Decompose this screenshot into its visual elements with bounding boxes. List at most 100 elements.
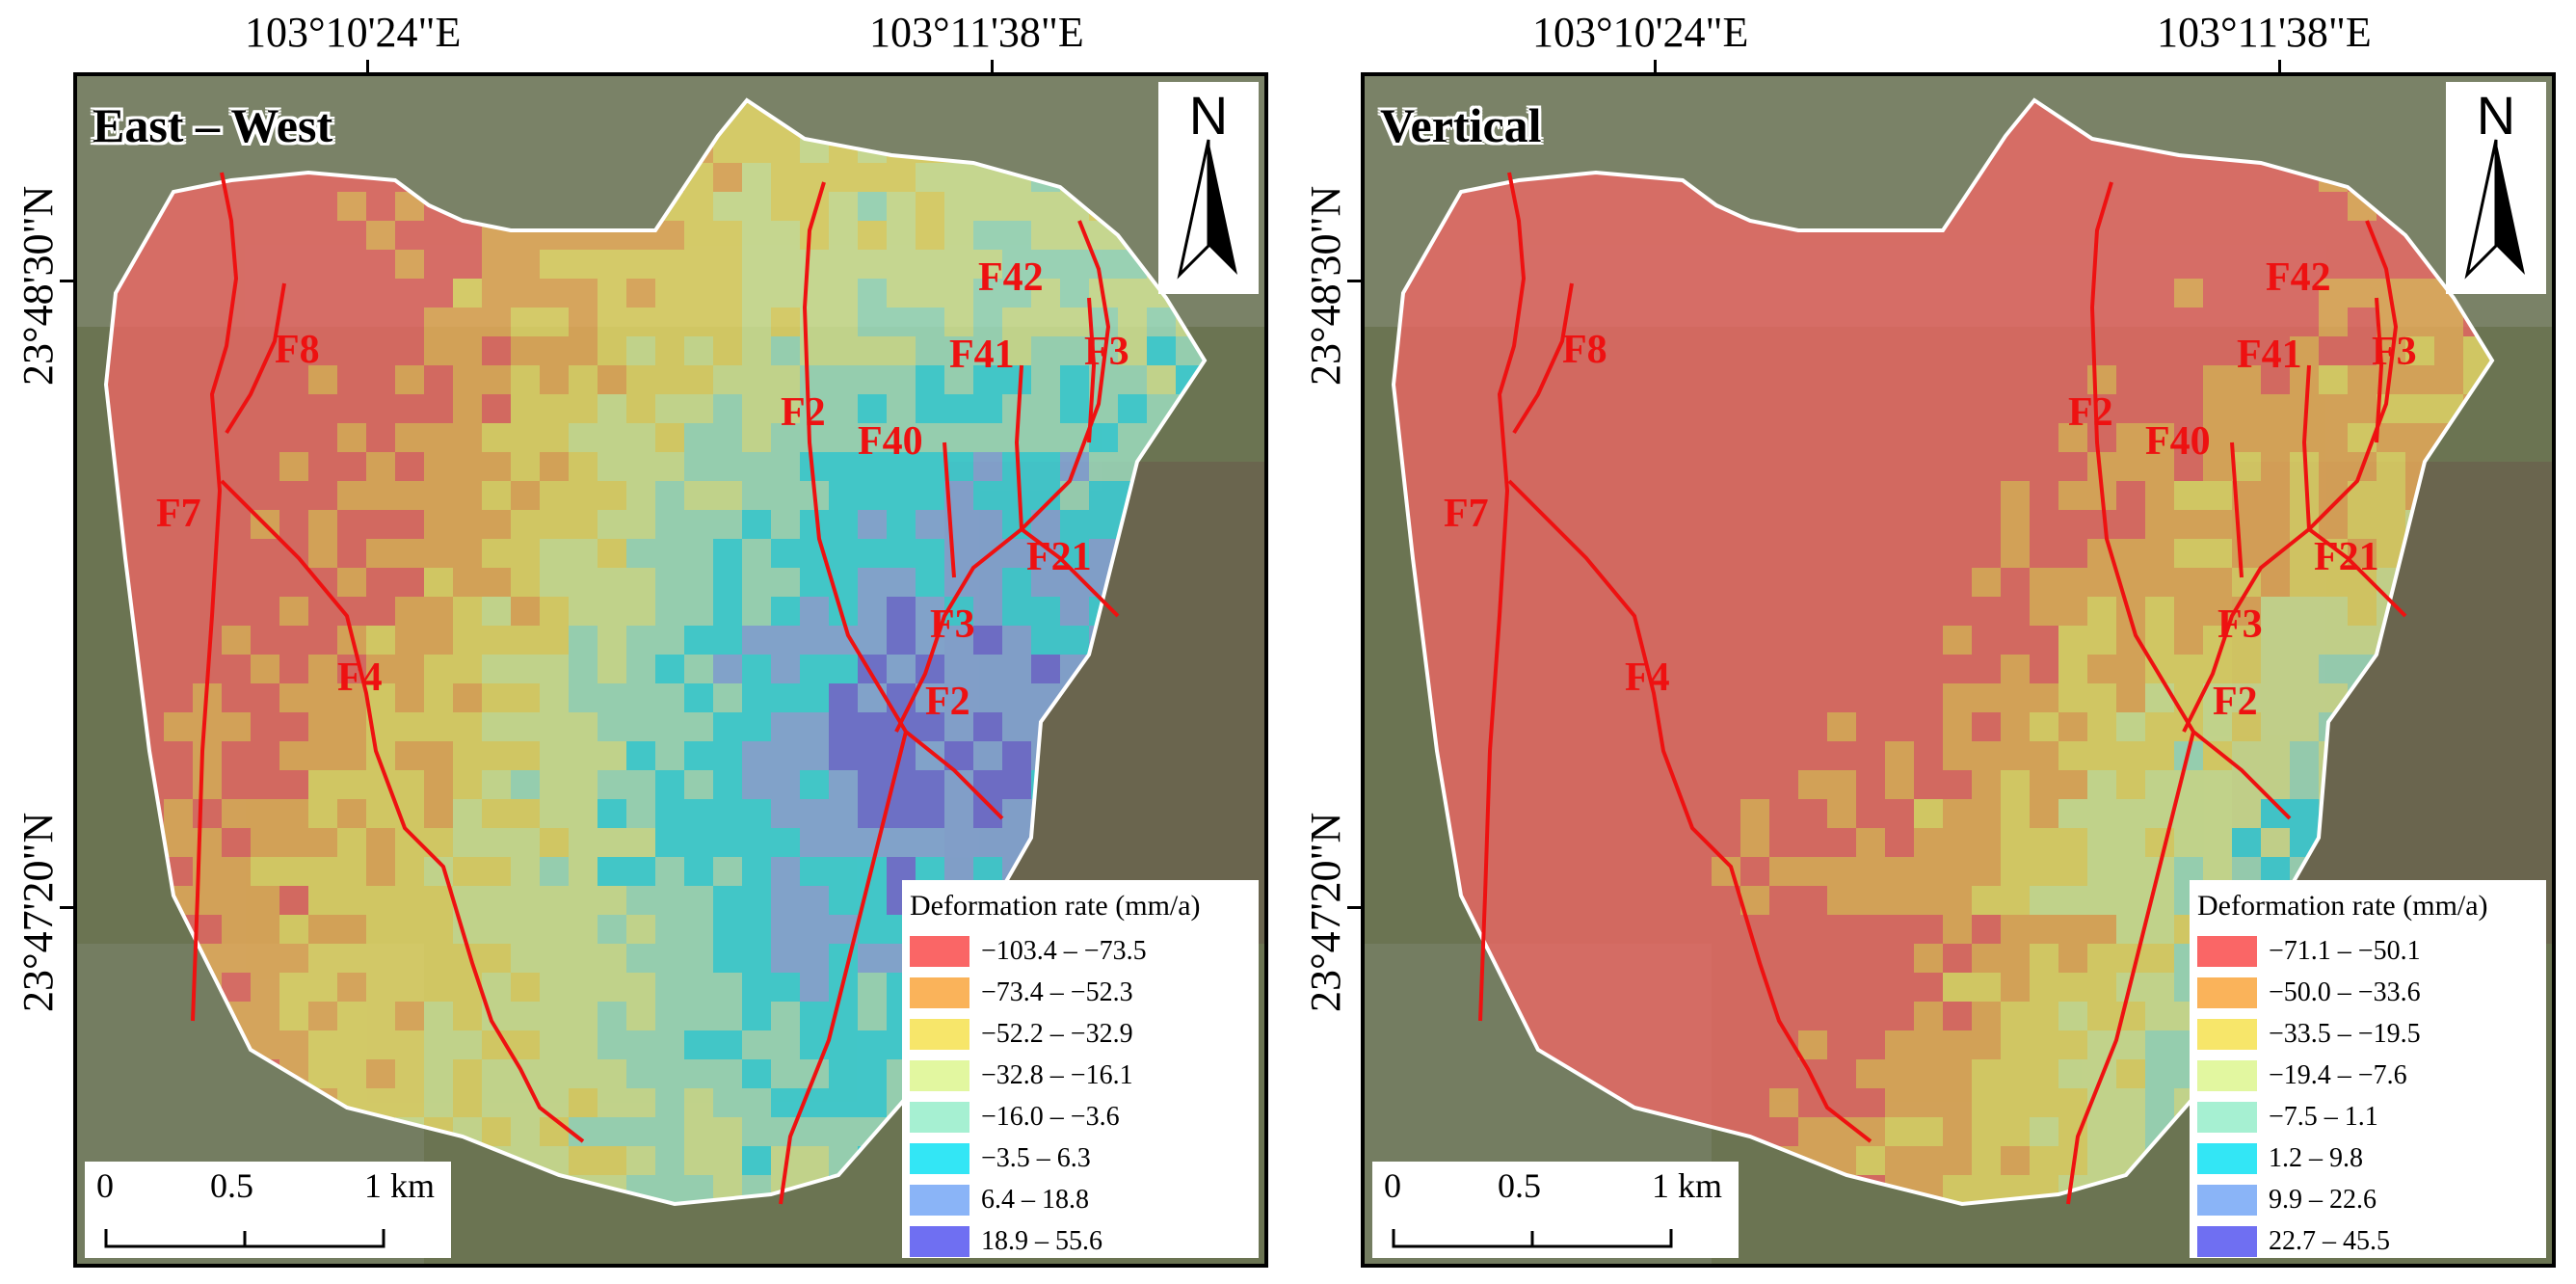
deformation-cell <box>1509 973 1538 1002</box>
deformation-cell <box>1089 481 1118 510</box>
deformation-cell <box>1943 1059 1972 1088</box>
deformation-cell <box>1567 423 1596 452</box>
deformation-cell <box>1683 655 1712 683</box>
deformation-cell <box>887 336 916 365</box>
deformation-cell <box>1712 452 1740 481</box>
deformation-cell <box>2203 539 2232 568</box>
deformation-cell <box>858 1002 887 1030</box>
deformation-cell <box>2232 828 2261 857</box>
deformation-cell <box>1509 655 1538 683</box>
deformation-cell <box>2203 597 2232 626</box>
deformation-cell <box>1538 857 1567 886</box>
deformation-cell <box>2290 626 2319 655</box>
deformation-cell <box>424 1002 453 1030</box>
deformation-cell <box>1798 365 1827 394</box>
deformation-cell <box>973 452 1002 481</box>
deformation-cell <box>2087 163 2116 192</box>
deformation-cell <box>1856 655 1885 683</box>
deformation-cell <box>1740 1059 1769 1088</box>
deformation-cell <box>944 250 973 279</box>
deformation-cell <box>540 741 569 770</box>
deformation-cell <box>944 221 973 250</box>
deformation-cell <box>626 394 655 423</box>
deformation-cell <box>337 799 366 828</box>
deformation-cell <box>713 683 742 712</box>
deformation-cell <box>684 539 713 568</box>
deformation-cell <box>800 857 829 886</box>
deformation-cell <box>1002 597 1031 626</box>
deformation-cell <box>771 539 800 568</box>
deformation-cell <box>2058 1030 2087 1059</box>
deformation-cell <box>1538 539 1567 568</box>
deformation-cell <box>2116 279 2145 308</box>
deformation-cell <box>1654 683 1683 712</box>
deformation-cell <box>1002 481 1031 510</box>
deformation-cell <box>1856 597 1885 626</box>
legend-label: −16.0 – −3.6 <box>981 1101 1120 1132</box>
deformation-cell <box>2058 712 2087 741</box>
deformation-cell <box>800 828 829 857</box>
deformation-cell <box>2145 626 2174 655</box>
deformation-cell <box>2203 741 2232 770</box>
deformation-cell <box>1480 770 1509 799</box>
deformation-cell <box>2290 770 2319 799</box>
deformation-map: East – West N F8 F7 F4 F2 F40 F41 F42 F3… <box>73 72 1268 1268</box>
deformation-cell <box>540 597 569 626</box>
deformation-cell <box>164 481 193 510</box>
deformation-cell <box>1943 510 1972 539</box>
deformation-cell <box>684 1059 713 1088</box>
deformation-cell <box>337 1002 366 1030</box>
deformation-cell <box>2087 1146 2116 1175</box>
deformation-cell <box>569 308 598 336</box>
deformation-cell <box>2001 655 2030 683</box>
deformation-cell <box>1972 770 2001 799</box>
deformation-cell <box>598 1146 626 1175</box>
deformation-cell <box>1451 828 1480 857</box>
deformation-cell <box>2058 857 2087 886</box>
deformation-cell <box>395 944 424 973</box>
deformation-cell <box>1798 1088 1827 1117</box>
deformation-cell <box>366 394 395 423</box>
deformation-cell <box>1567 250 1596 279</box>
deformation-cell <box>2174 192 2203 221</box>
deformation-cell <box>251 279 279 308</box>
deformation-cell <box>453 1030 482 1059</box>
deformation-cell <box>1031 221 1060 250</box>
deformation-cell <box>1683 1059 1712 1088</box>
deformation-cell <box>858 279 887 308</box>
deformation-cell <box>829 857 858 886</box>
deformation-cell <box>308 626 337 655</box>
deformation-cell <box>222 915 251 944</box>
deformation-cell <box>1914 1117 1943 1146</box>
deformation-cell <box>2030 886 2058 915</box>
scale-bar: 0 0.5 1 km <box>85 1162 451 1258</box>
deformation-cell <box>2174 365 2203 394</box>
deformation-cell <box>713 741 742 770</box>
deformation-cell <box>1712 712 1740 741</box>
deformation-cell <box>1798 655 1827 683</box>
deformation-cell <box>1712 799 1740 828</box>
deformation-cell <box>598 1088 626 1117</box>
fault-label-f2-north: F2 <box>2068 390 2113 435</box>
deformation-cell <box>424 741 453 770</box>
deformation-cell <box>2116 1030 2145 1059</box>
deformation-cell <box>366 568 395 597</box>
deformation-cell <box>598 336 626 365</box>
deformation-cell <box>916 683 944 712</box>
deformation-cell <box>2319 626 2348 655</box>
deformation-cell <box>1538 655 1567 683</box>
deformation-cell <box>424 655 453 683</box>
deformation-cell <box>887 597 916 626</box>
deformation-cell <box>453 597 482 626</box>
deformation-cell <box>2030 134 2058 163</box>
deformation-cell <box>2261 683 2290 712</box>
deformation-cell <box>713 1059 742 1088</box>
deformation-cell <box>337 221 366 250</box>
deformation-cell <box>424 423 453 452</box>
deformation-cell <box>279 1030 308 1059</box>
deformation-cell <box>1885 250 1914 279</box>
deformation-cell <box>1596 192 1625 221</box>
deformation-cell <box>1885 655 1914 683</box>
deformation-cell <box>1972 279 2001 308</box>
deformation-cell <box>2030 828 2058 857</box>
